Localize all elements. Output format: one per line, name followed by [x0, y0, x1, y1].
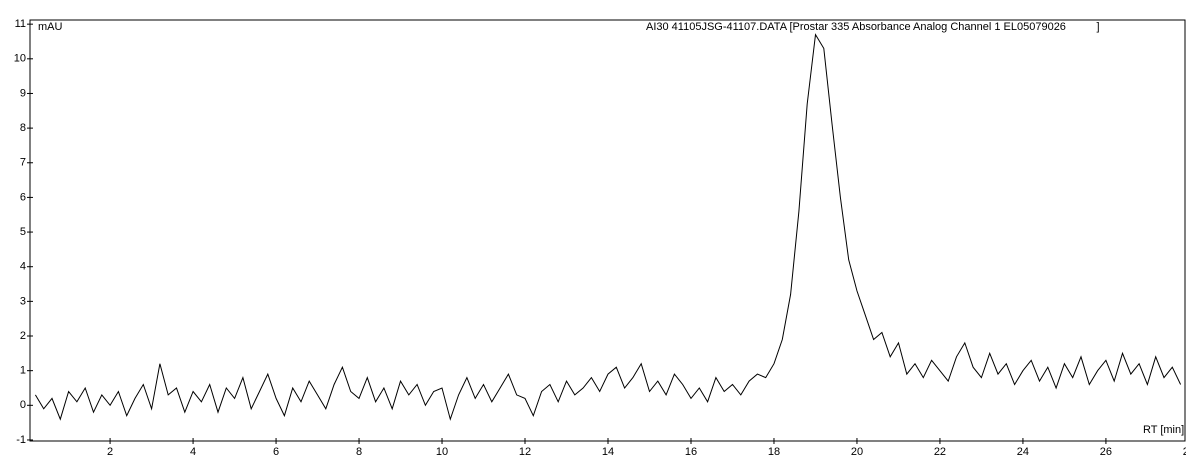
x-tick-label: 12 — [519, 446, 531, 458]
x-tick-label: 10 — [436, 446, 448, 458]
x-tick-label: 24 — [1017, 446, 1029, 458]
y-tick-label: 1 — [20, 365, 26, 377]
legend-entry: AI30 41105JSG-41107.DATA [Prostar 335 Ab… — [646, 21, 1100, 33]
x-tick-label: 18 — [768, 446, 780, 458]
y-tick-label: 11 — [15, 18, 26, 30]
x-tick-label: 22 — [934, 446, 946, 458]
x-tick-label: 20 — [851, 446, 863, 458]
y-tick-label: 8 — [20, 122, 26, 134]
y-tick-label: 4 — [20, 261, 26, 273]
x-tick-label: 6 — [273, 446, 279, 458]
trace — [34, 33, 1182, 421]
x-tick-label: 2 — [107, 446, 113, 458]
y-tick-label: 9 — [20, 87, 26, 99]
x-tick-label: 26 — [1100, 446, 1112, 458]
x-tick-label: 14 — [602, 446, 614, 458]
y-tick-label: 3 — [20, 295, 26, 307]
x-tick-label: 28 — [1183, 446, 1186, 458]
y-tick-label: 5 — [20, 226, 26, 238]
y-tick-label: -1 — [16, 434, 26, 446]
y-tick-label: 10 — [14, 53, 26, 65]
y-tick-label: 0 — [20, 399, 26, 411]
x-axis-label: RT [min] — [1143, 424, 1184, 436]
x-tick-label: 16 — [685, 446, 697, 458]
y-axis-label: mAU — [38, 21, 63, 33]
x-tick-label: 8 — [356, 446, 362, 458]
y-tick-label: 7 — [20, 157, 26, 169]
y-tick-label: 6 — [20, 191, 26, 203]
x-tick-label: 4 — [190, 446, 196, 458]
y-tick-label: 2 — [20, 330, 26, 342]
